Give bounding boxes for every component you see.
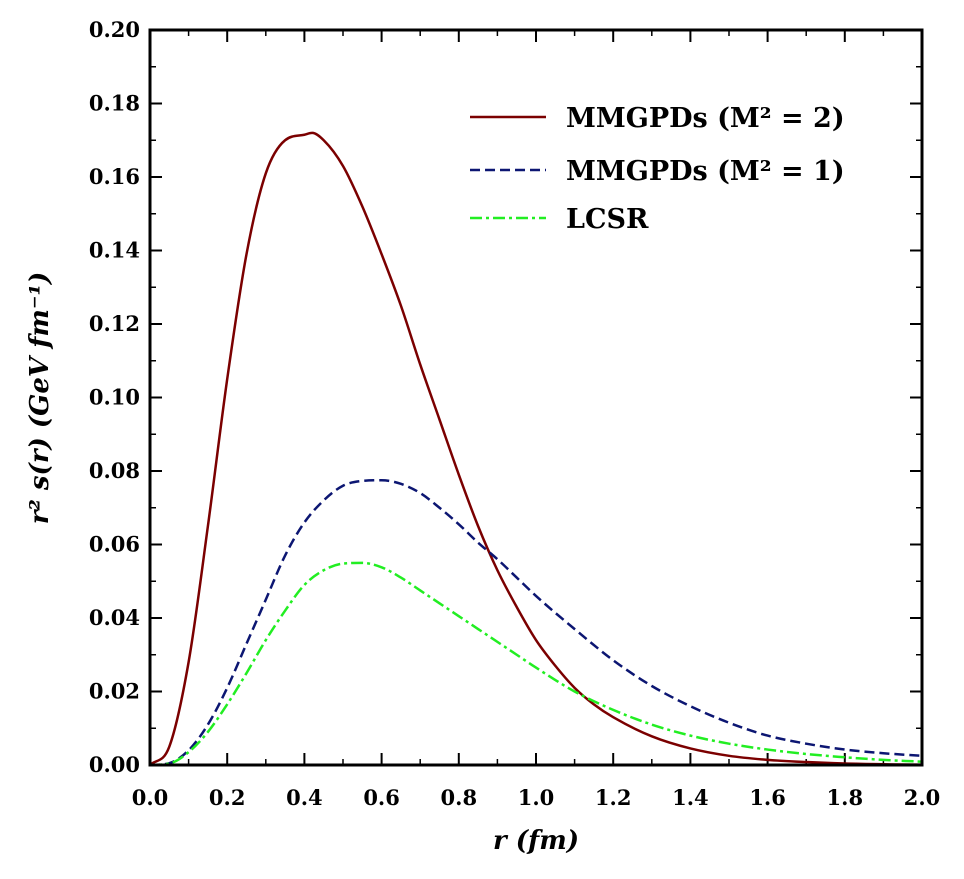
y-tick-label: 0.02 — [89, 679, 140, 704]
series-line-2 — [149, 561, 923, 767]
x-tick-label: 0.2 — [209, 785, 246, 810]
x-tick-label: 2.0 — [904, 785, 941, 810]
y-tick-label: 0.06 — [89, 532, 140, 557]
series-line-1 — [149, 478, 923, 767]
x-tick-label: 1.8 — [827, 785, 864, 810]
y-tick-label: 0.08 — [89, 458, 140, 483]
series-layer — [149, 131, 923, 767]
y-tick-label: 0.00 — [89, 752, 140, 777]
plot-frame — [148, 28, 924, 767]
y-tick-label: 0.16 — [89, 164, 140, 189]
x-tick-label: 1.6 — [749, 785, 786, 810]
legend-label-lcsr: LCSR — [566, 204, 649, 235]
x-tick-label: 1.0 — [518, 785, 555, 810]
x-tick-label: 1.2 — [595, 785, 632, 810]
y-tick-label: 0.18 — [89, 91, 140, 116]
x-tick-label: 0.8 — [441, 785, 478, 810]
y-tick-label: 0.14 — [89, 238, 140, 263]
legend: MMGPDs (M² = 2) MMGPDs (M² = 1) LCSR — [470, 103, 845, 235]
x-tick-label: 0.6 — [363, 785, 400, 810]
y-axis-title: r² s(r) (GeV fm⁻¹) — [25, 272, 55, 525]
legend-label-mmgpds-m2-2: MMGPDs (M² = 2) — [566, 103, 845, 134]
y-tick-label: 0.12 — [89, 311, 140, 336]
y-tick-label: 0.10 — [89, 385, 140, 410]
y-tick-label: 0.20 — [89, 17, 140, 42]
y-tick-label: 0.04 — [89, 605, 140, 630]
legend-label-mmgpds-m2-1: MMGPDs (M² = 1) — [566, 156, 845, 187]
x-tick-label: 1.4 — [672, 785, 709, 810]
ticks-layer — [149, 29, 923, 766]
x-tick-label: 0.4 — [286, 785, 323, 810]
x-tick-label: 0.0 — [132, 785, 169, 810]
series-line-0 — [149, 131, 923, 766]
x-axis-title: r (fm) — [493, 826, 579, 856]
tick-labels-layer: 0.0 0.2 0.4 0.6 0.8 1.0 1.2 1.4 1.6 1.8 2.0 0.00 0.0… — [89, 17, 940, 810]
